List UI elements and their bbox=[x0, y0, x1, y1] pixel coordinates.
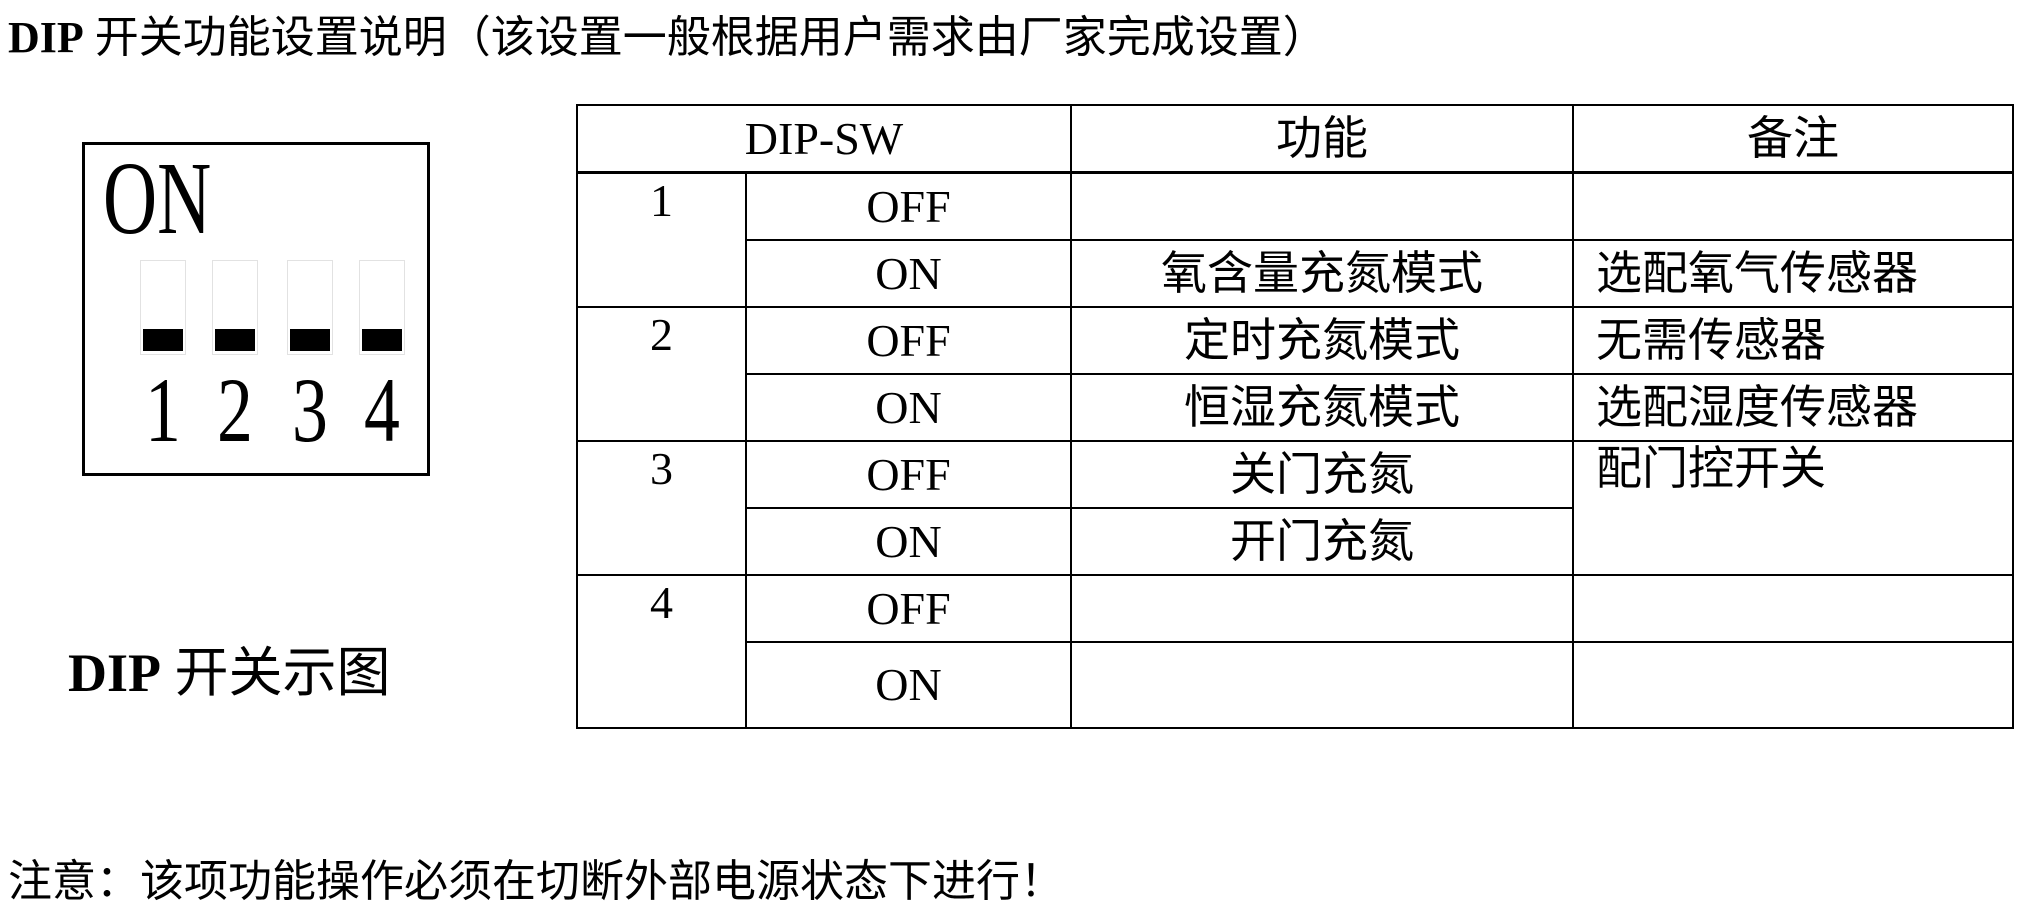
dip-switch-knob bbox=[290, 329, 330, 351]
note-cell: 选配湿度传感器 bbox=[1572, 373, 2015, 442]
function-cell bbox=[1070, 574, 1575, 643]
title-text: 开关功能设置说明（该设置一般根据用户需求由厂家完成设置） bbox=[83, 13, 1327, 62]
dip-switch-knob bbox=[143, 329, 183, 351]
note-cell bbox=[1572, 171, 2015, 241]
note-cell: 配门控开关 bbox=[1572, 440, 2015, 576]
table-row: ON 恒湿充氮模式 选配湿度传感器 bbox=[577, 373, 2015, 442]
header-note: 备注 bbox=[1572, 104, 2015, 174]
title-prefix: DIP bbox=[8, 13, 84, 62]
switch-number-cell: 2 bbox=[576, 306, 747, 442]
function-cell: 定时充氮模式 bbox=[1070, 306, 1575, 375]
switch-number-cell: 4 bbox=[576, 574, 747, 729]
warning-notice: 注意：该项功能操作必须在切断外部电源状态下进行！ bbox=[8, 857, 1064, 906]
dip-switch-slot-1 bbox=[140, 260, 186, 355]
note-cell: 选配氧气传感器 bbox=[1572, 239, 2015, 308]
state-cell: ON bbox=[744, 373, 1073, 442]
note-cell bbox=[1572, 574, 2015, 643]
dip-switch-number-3: 3 bbox=[292, 359, 328, 461]
state-cell: ON bbox=[744, 641, 1073, 729]
note-cell bbox=[1572, 641, 2015, 729]
function-cell: 氧含量充氮模式 bbox=[1070, 239, 1575, 308]
function-cell: 恒湿充氮模式 bbox=[1070, 373, 1575, 442]
dip-switch-diagram: ON 1 2 3 4 bbox=[82, 141, 430, 476]
table-row: ON 开门充氮 bbox=[577, 507, 2013, 576]
dip-switch-slot-3 bbox=[287, 260, 333, 355]
state-cell: ON bbox=[744, 507, 1073, 576]
dip-switch-number-2: 2 bbox=[217, 359, 253, 461]
dip-switch-knob bbox=[215, 329, 255, 351]
note-cell: 无需传感器 bbox=[1572, 306, 2015, 375]
function-cell bbox=[1070, 171, 1575, 241]
dip-settings-table: DIP-SW 功能 备注 1 OFF ON 氧含量充氮模式 选配氧气传感器 2 … bbox=[575, 104, 2015, 729]
switch-number-cell: 1 bbox=[576, 171, 747, 308]
caption-text: 开关示图 bbox=[161, 643, 391, 703]
table-row: 3 OFF 关门充氮 配门控开关 bbox=[576, 440, 2015, 576]
table-row: 1 OFF bbox=[576, 171, 2015, 308]
dip-switch-number-4: 4 bbox=[364, 359, 400, 461]
state-cell: OFF bbox=[744, 306, 1073, 375]
state-cell: OFF bbox=[744, 574, 1073, 643]
dip-on-label: ON bbox=[103, 141, 212, 256]
header-dip-sw: DIP-SW bbox=[575, 104, 1073, 174]
table-row: 4 OFF bbox=[576, 574, 2015, 729]
dip-switch-number-1: 1 bbox=[145, 359, 181, 461]
function-cell: 关门充氮 bbox=[1070, 440, 1575, 509]
state-cell: ON bbox=[744, 239, 1073, 308]
dip-switch-knob bbox=[362, 329, 402, 351]
dip-switch-slot-2 bbox=[212, 260, 258, 355]
function-cell: 开门充氮 bbox=[1070, 507, 1575, 576]
switch-number-cell: 3 bbox=[576, 440, 747, 576]
table-header-row: DIP-SW 功能 备注 bbox=[575, 104, 2015, 174]
state-cell: OFF bbox=[744, 171, 1073, 241]
header-function: 功能 bbox=[1070, 104, 1575, 174]
table-row: ON 氧含量充氮模式 选配氧气传感器 bbox=[577, 239, 2015, 308]
table-row: ON bbox=[577, 641, 2015, 729]
function-cell bbox=[1070, 641, 1575, 729]
diagram-caption: DIP 开关示图 bbox=[68, 638, 391, 708]
dip-switch-slot-4 bbox=[359, 260, 405, 355]
caption-prefix: DIP bbox=[68, 643, 161, 703]
state-cell: OFF bbox=[744, 440, 1073, 509]
page-title: DIP 开关功能设置说明（该设置一般根据用户需求由厂家完成设置） bbox=[8, 8, 1327, 68]
table-row: 2 OFF 定时充氮模式 无需传感器 bbox=[576, 306, 2015, 442]
